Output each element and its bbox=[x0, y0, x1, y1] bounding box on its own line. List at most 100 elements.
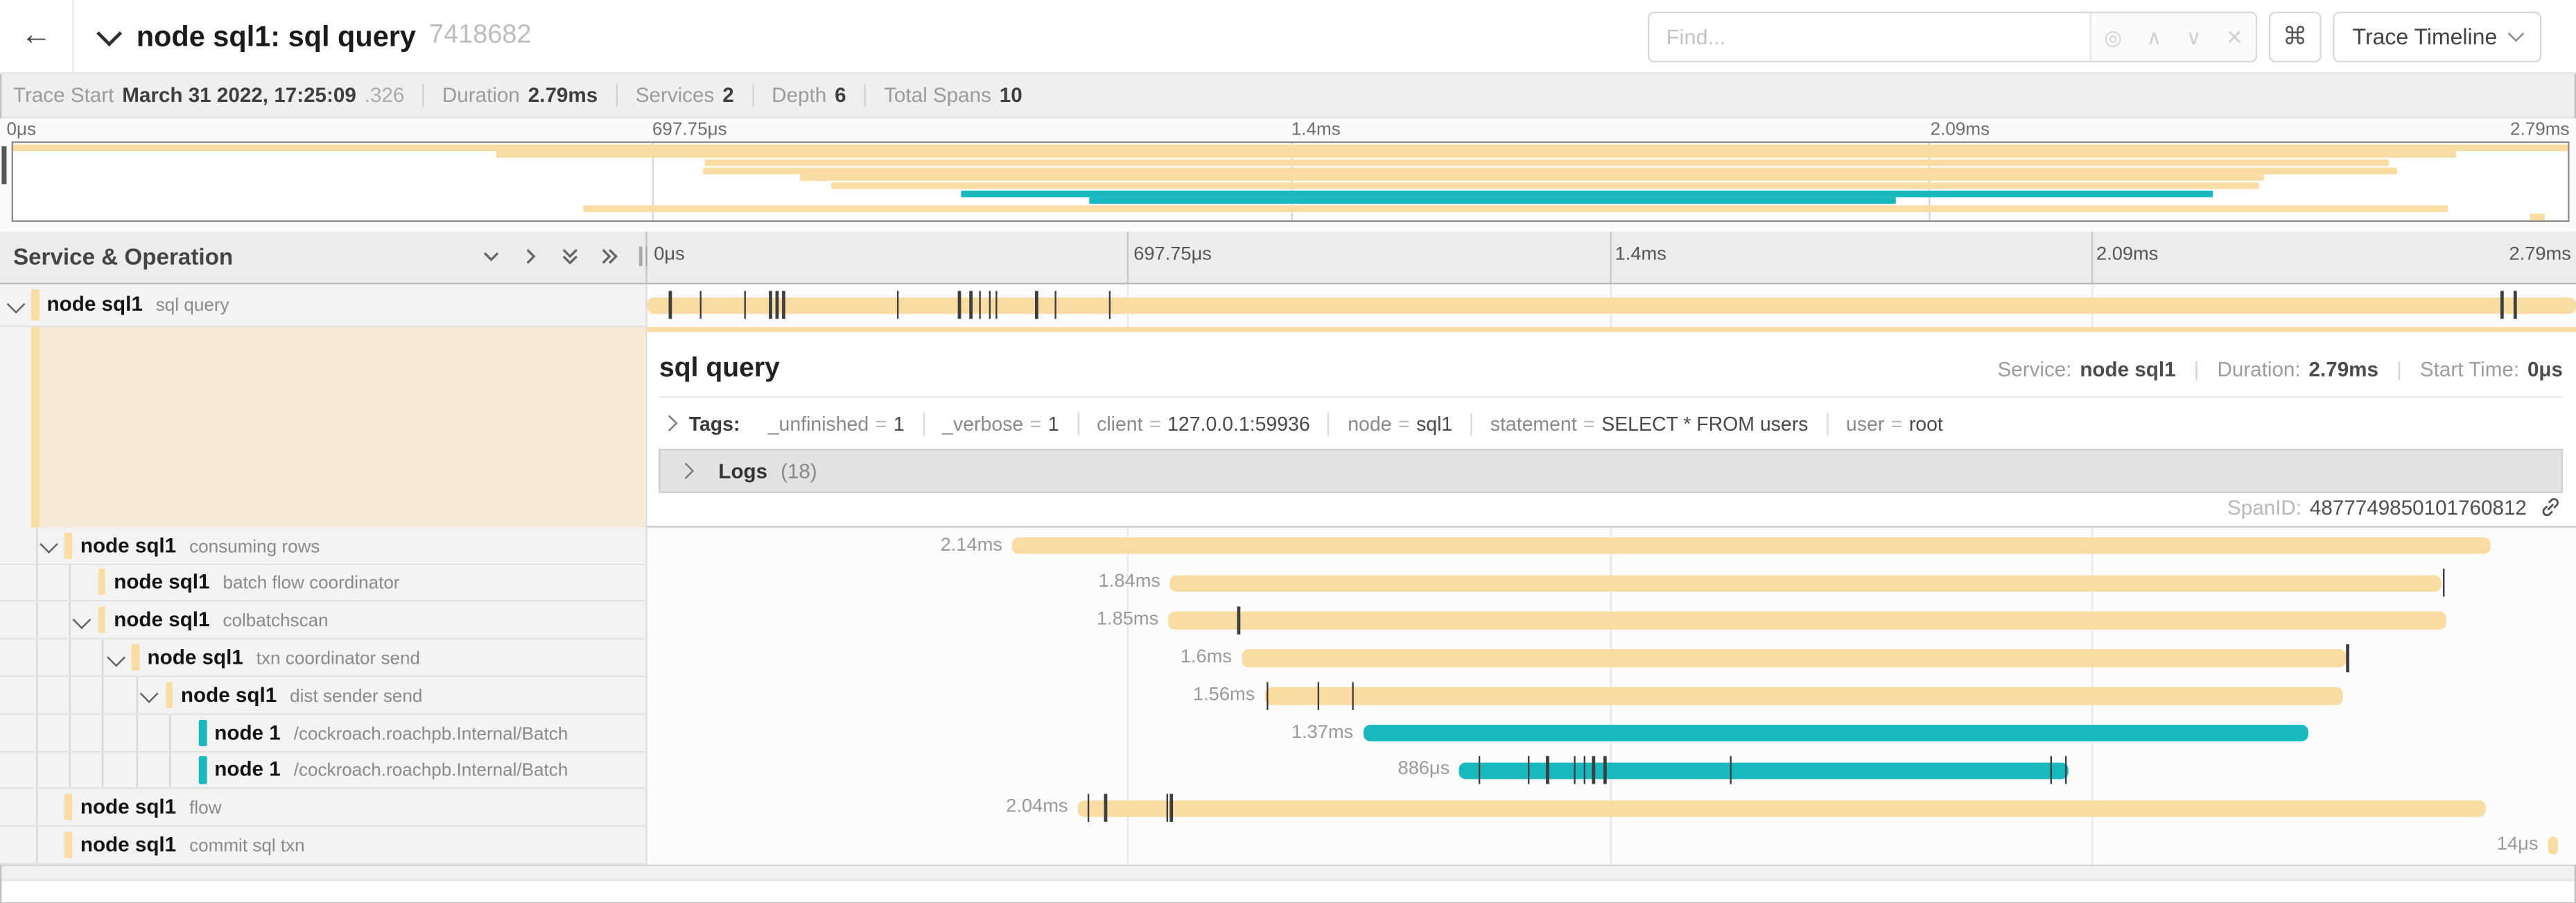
span-timeline-cell[interactable]: 2.04ms bbox=[647, 789, 2576, 827]
span-row[interactable]: node 1/cockroach.roachpb.Internal/Batch 8… bbox=[0, 752, 2576, 790]
span-row[interactable]: node sql1 colbatchscan 1.85ms bbox=[0, 602, 2576, 640]
span-log-tick bbox=[958, 291, 961, 320]
span-timeline-cell[interactable]: 1.37ms bbox=[647, 714, 2576, 752]
span-timeline-cell[interactable]: 886μs bbox=[647, 752, 2576, 789]
tags-row[interactable]: Tags: _unfinished = 1 _verbose = 1 client = 12… bbox=[659, 408, 2563, 439]
minimap-left-scrubber[interactable] bbox=[1, 146, 7, 184]
span-bar[interactable] bbox=[1459, 762, 2069, 780]
span-timeline-cell[interactable]: 1.85ms bbox=[647, 602, 2576, 639]
indent-guide bbox=[169, 714, 171, 751]
next-match-icon[interactable]: ∨ bbox=[2186, 25, 2202, 49]
indent-guide bbox=[135, 677, 138, 713]
page-title: node sql1: sql query bbox=[136, 19, 417, 52]
chevron-down-icon[interactable] bbox=[140, 685, 158, 703]
find-box: ◎ ∧ ∨ ✕ bbox=[1648, 10, 2258, 62]
span-name-cell[interactable]: node sql1 colbatchscan bbox=[0, 602, 648, 640]
service-label: Service: bbox=[1997, 359, 2072, 382]
span-name-cell[interactable]: node sql1 batch flow coordinator bbox=[0, 565, 648, 603]
span-row[interactable]: node sql1 flow 2.04ms bbox=[0, 789, 2576, 827]
span-row[interactable]: node sql1 dist sender send 1.56ms bbox=[0, 677, 2576, 715]
minimap-tick-label: 2.09ms bbox=[1930, 120, 1990, 140]
span-operation-name: flow bbox=[189, 799, 222, 819]
chevron-down-icon[interactable] bbox=[73, 610, 92, 628]
span-timeline-cell[interactable]: 2.14ms bbox=[647, 527, 2576, 565]
span-timeline-cell[interactable]: 1.56ms bbox=[647, 677, 2576, 714]
chevron-down-icon[interactable] bbox=[107, 647, 125, 665]
span-name-cell[interactable]: node sql1 sql query bbox=[0, 283, 648, 328]
minimap-span-bar bbox=[799, 174, 2264, 182]
span-timeline-cell[interactable]: 14μs bbox=[647, 827, 2576, 865]
minimap-span-bar bbox=[2530, 213, 2545, 220]
span-row[interactable]: node 1/cockroach.roachpb.Internal/Batch 1… bbox=[0, 714, 2576, 752]
column-resize-grip[interactable] bbox=[639, 246, 654, 266]
span-name-cell[interactable]: node 1/cockroach.roachpb.Internal/Batch bbox=[0, 714, 648, 752]
span-log-tick bbox=[1526, 757, 1529, 785]
tag-item: _unfinished = 1 bbox=[767, 412, 905, 436]
expand-all-icon[interactable] bbox=[600, 246, 620, 266]
span-log-tick bbox=[1316, 682, 1319, 710]
start-time-label: Start Time: bbox=[2419, 359, 2520, 382]
span-bar[interactable] bbox=[1168, 612, 2447, 630]
find-input[interactable] bbox=[1649, 12, 2091, 60]
minimap-span-bar bbox=[830, 182, 2259, 189]
span-name-cell[interactable]: node sql1 commit sql txn bbox=[0, 827, 648, 865]
span-bar[interactable] bbox=[2548, 837, 2559, 855]
collapse-one-icon[interactable] bbox=[482, 246, 501, 266]
span-timeline-cell[interactable] bbox=[647, 284, 2576, 327]
locate-icon[interactable]: ◎ bbox=[2104, 25, 2123, 49]
summary-value: 10 bbox=[999, 83, 1022, 108]
trace-minimap[interactable]: 0μs 697.75μs 1.4ms 2.09ms 2.79ms bbox=[0, 118, 2576, 231]
span-bar[interactable] bbox=[647, 296, 2576, 314]
span-bar[interactable] bbox=[1077, 800, 2486, 817]
span-bar[interactable] bbox=[1264, 687, 2343, 705]
span-bar[interactable] bbox=[1170, 574, 2442, 592]
minimap-gridline bbox=[1290, 143, 1292, 221]
span-log-tick bbox=[1267, 682, 1269, 710]
span-row[interactable]: node sql1 txn coordinator send 1.6ms bbox=[0, 639, 2576, 678]
span-log-tick bbox=[1054, 291, 1057, 320]
chevron-down-icon[interactable] bbox=[40, 535, 58, 553]
horizontal-scrollbar-track[interactable] bbox=[0, 865, 2576, 882]
tag-item: statement = SELECT * FROM users bbox=[1470, 412, 1826, 436]
trace-collapse-chevron-icon[interactable] bbox=[96, 19, 123, 46]
span-row[interactable]: node sql1 commit sql txn 14μs bbox=[0, 827, 2576, 865]
span-timeline-cell[interactable]: 1.6ms bbox=[647, 639, 2576, 677]
deep-link-icon[interactable] bbox=[2540, 497, 2561, 518]
span-row[interactable]: node sql1 batch flow coordinator 1.84ms bbox=[0, 565, 2576, 603]
trace-timeline-label: Trace Timeline bbox=[2352, 24, 2498, 49]
trace-timeline-dropdown[interactable]: Trace Timeline bbox=[2333, 10, 2542, 62]
service-operation-title: Service & Operation bbox=[12, 243, 234, 270]
keyboard-shortcuts-button[interactable]: ⌘ bbox=[2268, 10, 2322, 62]
span-row[interactable]: node sql1 consuming rows 2.14ms bbox=[0, 526, 2576, 565]
span-service-name: node 1/cockroach.roachpb.Internal/Batch bbox=[214, 721, 568, 744]
span-bar[interactable] bbox=[1363, 724, 2308, 742]
span-operation-name: txn coordinator send bbox=[256, 649, 420, 669]
logs-row[interactable]: Logs (18) bbox=[659, 449, 2564, 494]
span-name-cell[interactable]: node 1/cockroach.roachpb.Internal/Batch bbox=[0, 752, 648, 790]
prev-match-icon[interactable]: ∧ bbox=[2146, 25, 2162, 49]
minimap-canvas[interactable] bbox=[11, 141, 2570, 222]
span-log-tick bbox=[1351, 682, 1354, 710]
span-color-accent bbox=[132, 644, 139, 671]
span-bar[interactable] bbox=[1242, 649, 2347, 667]
minimap-gridline bbox=[1929, 143, 1931, 221]
span-name-cell[interactable]: node sql1 dist sender send bbox=[0, 677, 648, 715]
indent-guide bbox=[69, 677, 71, 713]
span-color-accent bbox=[31, 289, 39, 320]
span-detail-content: sql query Service: node sql1 | Duration:… bbox=[659, 341, 2564, 526]
span-bar[interactable] bbox=[1012, 537, 2491, 555]
collapse-all-icon[interactable] bbox=[561, 246, 580, 266]
span-timeline-cell[interactable]: 1.84ms bbox=[647, 565, 2576, 602]
expand-one-icon[interactable] bbox=[521, 246, 541, 266]
span-name-cell[interactable]: node sql1 txn coordinator send bbox=[0, 639, 648, 678]
chevron-down-icon[interactable] bbox=[6, 294, 24, 313]
span-log-tick bbox=[1166, 794, 1169, 823]
logs-label: Logs bbox=[718, 459, 768, 483]
back-button[interactable]: ← bbox=[0, 0, 74, 73]
indent-guide bbox=[69, 752, 71, 789]
span-operation-name: /cockroach.roachpb.Internal/Batch bbox=[293, 724, 568, 744]
span-name-cell[interactable]: node sql1 consuming rows bbox=[0, 526, 648, 565]
span-row[interactable]: node sql1 sql query bbox=[0, 283, 2576, 328]
span-name-cell[interactable]: node sql1 flow bbox=[0, 789, 648, 827]
clear-search-icon[interactable]: ✕ bbox=[2226, 25, 2244, 49]
